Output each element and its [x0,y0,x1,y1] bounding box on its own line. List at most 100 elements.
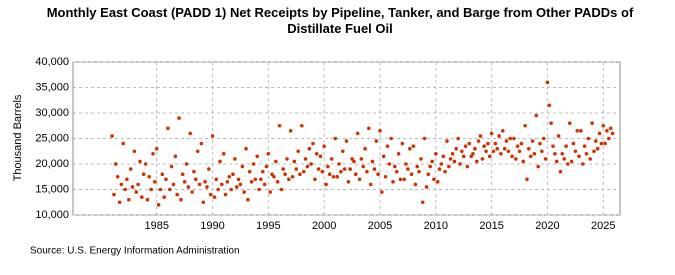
data-point [145,197,150,202]
data-point [264,164,269,169]
data-point [575,129,580,133]
data-point [140,195,144,199]
data-point [601,123,606,128]
data-point [393,164,397,169]
data-point [407,146,412,151]
data-point [227,174,232,179]
data-point [541,136,546,141]
data-point [147,174,152,179]
x-tick-label: 2020 [535,220,559,232]
data-point [607,136,611,141]
data-point [573,149,578,154]
data-point [605,129,609,133]
data-point [564,144,568,148]
data-point [294,167,299,171]
data-point [272,174,276,179]
data-point [355,131,360,136]
data-point [365,169,369,174]
data-point [536,164,540,169]
data-point [526,146,531,151]
data-point [298,172,302,176]
data-point [316,167,321,171]
data-point [164,177,168,182]
data-point [346,180,351,184]
data-point [352,159,356,164]
data-point [344,139,349,143]
data-point [195,149,200,154]
data-point [558,169,563,174]
x-tick-label: 2025 [591,220,615,232]
data-point [279,187,284,192]
data-point [603,141,607,146]
data-point [434,152,438,156]
data-point [437,167,442,171]
data-point [173,154,178,159]
data-point [553,152,557,156]
data-point [236,177,241,182]
data-point [151,152,155,156]
data-point [538,141,542,146]
data-point [549,121,553,125]
data-point [424,185,429,189]
data-point [551,144,555,148]
data-point [597,131,602,136]
data-point [238,182,243,187]
data-point [419,157,423,161]
data-point [452,159,457,164]
data-point [212,195,217,199]
data-point [499,152,503,156]
data-point [277,123,282,128]
data-point [534,113,539,118]
data-point [556,134,561,138]
data-point [341,149,345,154]
data-point [426,172,431,176]
data-point [262,182,267,187]
data-point [199,141,204,146]
data-point [368,182,373,187]
x-tick-label: 1985 [144,220,168,232]
data-point [406,167,410,171]
data-point [547,103,552,108]
data-point [134,190,139,194]
data-point [300,123,304,128]
data-point [249,180,254,184]
data-point [394,169,399,174]
data-point [473,146,477,151]
data-point [225,180,230,184]
data-point [141,172,146,176]
data-point [428,164,433,169]
data-point [445,139,449,143]
data-point [153,180,157,184]
data-point [588,157,592,161]
data-point [242,190,246,194]
data-point [333,136,338,141]
data-point [119,182,124,187]
data-point [214,177,219,182]
data-point [577,154,581,159]
data-point [370,159,375,164]
data-point [208,192,213,197]
data-point [512,136,516,141]
data-point [504,139,509,143]
data-point [314,152,319,156]
data-point [435,180,440,184]
data-point [599,141,604,146]
data-point [404,162,408,166]
data-point [259,177,263,182]
data-point [545,80,550,85]
data-point [203,180,207,184]
data-point [480,157,485,161]
data-point [175,192,179,197]
data-point [454,146,459,151]
data-point [136,182,140,187]
data-point [207,167,211,171]
y-axis-label: Thousand Barrels [12,94,24,181]
data-point [205,185,209,189]
data-point [218,159,222,164]
data-point [374,139,379,143]
data-point [359,157,364,161]
x-tick-label: 1990 [200,220,224,232]
data-point [517,149,522,154]
data-point [398,177,403,182]
